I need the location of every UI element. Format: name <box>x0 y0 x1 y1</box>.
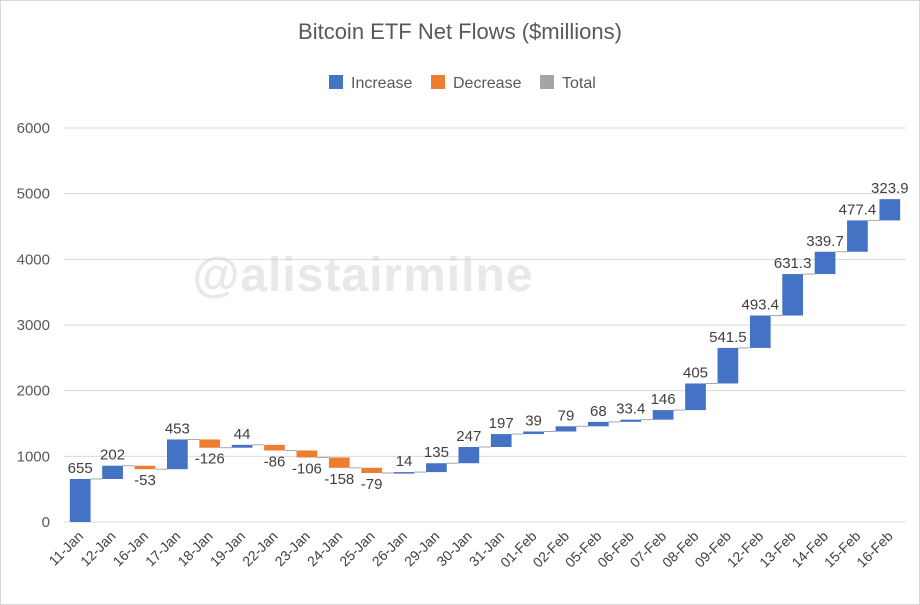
bar-31-jan <box>490 434 512 448</box>
bar-16-feb <box>879 199 901 221</box>
x-tick-label: 16-Feb <box>853 528 896 571</box>
data-label: 339.7 <box>806 233 844 250</box>
bar-19-jan <box>231 444 253 448</box>
bar-16-jan <box>134 465 156 470</box>
bar-29-jan <box>426 463 447 473</box>
data-label: 493.4 <box>741 297 779 314</box>
data-label: 453 <box>165 420 190 437</box>
watermark-text: @alistairmilne <box>193 249 534 302</box>
bar-18-jan <box>199 439 221 448</box>
legend-swatch-total <box>540 75 554 89</box>
legend-swatch-decrease <box>431 75 445 89</box>
x-axis: 11-Jan12-Jan16-Jan17-Jan18-Jan19-Jan22-J… <box>45 528 896 571</box>
x-tick-label: 24-Jan <box>304 528 346 570</box>
data-labels: 655 202 -53 453 -126 44 -86 -106-158 -79 14 135 247… <box>68 180 909 493</box>
bar-07-feb <box>652 410 674 420</box>
bar-26-jan <box>393 472 415 474</box>
gridlines <box>64 127 906 523</box>
data-label: 631.3 <box>774 255 812 272</box>
x-tick-label: 29-Jan <box>401 528 443 570</box>
data-label: 247 <box>456 428 481 445</box>
bar-06-feb <box>620 419 642 422</box>
x-tick-label: 19-Jan <box>207 528 249 570</box>
bar-25-jan <box>361 467 383 474</box>
data-label: -126 <box>195 451 225 468</box>
y-tick-label: 2000 <box>17 383 50 400</box>
legend-label-total: Total <box>562 75 596 92</box>
data-label: 79 <box>558 407 575 424</box>
data-label: 33.4 <box>616 401 645 418</box>
bar-13-feb <box>782 274 804 316</box>
x-tick-label: 12-Jan <box>77 528 119 570</box>
chart-title: Bitcoin ETF Net Flows ($millions) <box>298 19 622 44</box>
bar-12-jan <box>102 465 123 479</box>
data-label: -158 <box>324 471 354 488</box>
data-label: -86 <box>264 453 286 470</box>
legend: Increase Decrease Total <box>329 75 596 92</box>
bar-24-jan <box>328 457 350 468</box>
bar-17-jan <box>166 439 188 470</box>
bar-23-jan <box>296 450 318 458</box>
bar-01-feb <box>523 431 544 435</box>
y-tick-label: 5000 <box>17 186 50 203</box>
data-label: 14 <box>396 453 413 470</box>
data-label: 323.9 <box>871 180 909 197</box>
y-tick-label: 0 <box>42 514 50 531</box>
data-label: 44 <box>234 426 251 443</box>
x-tick-label: 18-Jan <box>174 528 216 570</box>
x-tick-label: 16-Jan <box>109 528 151 570</box>
legend-label-increase: Increase <box>351 75 412 92</box>
bar-15-feb <box>847 220 868 252</box>
data-label: -53 <box>134 472 156 489</box>
data-label: 135 <box>424 444 449 461</box>
bar-05-feb <box>587 421 609 427</box>
bar-08-feb <box>685 383 706 411</box>
y-tick-label: 4000 <box>17 251 50 268</box>
bar-30-jan <box>458 447 480 464</box>
bar-12-feb <box>749 315 771 348</box>
data-label: 39 <box>525 413 542 430</box>
data-label: 68 <box>590 403 607 420</box>
x-tick-label: 17-Jan <box>142 528 184 570</box>
bar-11-jan <box>69 478 91 522</box>
legend-swatch-increase <box>329 75 343 89</box>
x-tick-label: 23-Jan <box>271 528 313 570</box>
x-tick-label: 26-Jan <box>369 528 411 570</box>
data-label: 477.4 <box>839 201 877 218</box>
data-label: 405 <box>683 364 708 381</box>
y-axis: 0 1000 2000 3000 4000 5000 6000 <box>17 120 50 531</box>
data-label: -79 <box>361 476 383 493</box>
x-tick-label: 30-Jan <box>433 528 475 570</box>
bars <box>69 199 901 522</box>
bar-22-jan <box>264 444 285 451</box>
data-label: 541.5 <box>709 329 747 346</box>
y-tick-label: 3000 <box>17 317 50 334</box>
bar-14-feb <box>814 251 836 275</box>
data-label: 197 <box>489 415 514 432</box>
y-tick-label: 6000 <box>17 120 50 137</box>
bar-02-feb <box>555 426 577 432</box>
x-tick-label: 22-Jan <box>239 528 281 570</box>
data-label: 655 <box>68 460 93 477</box>
connector-lines <box>90 219 880 480</box>
data-label: 202 <box>100 447 125 464</box>
bar-09-feb <box>717 347 739 384</box>
y-tick-label: 1000 <box>17 448 50 465</box>
data-label: 146 <box>651 391 676 408</box>
legend-label-decrease: Decrease <box>453 75 522 92</box>
data-label: -106 <box>292 460 322 477</box>
x-tick-label: 25-Jan <box>336 528 378 570</box>
